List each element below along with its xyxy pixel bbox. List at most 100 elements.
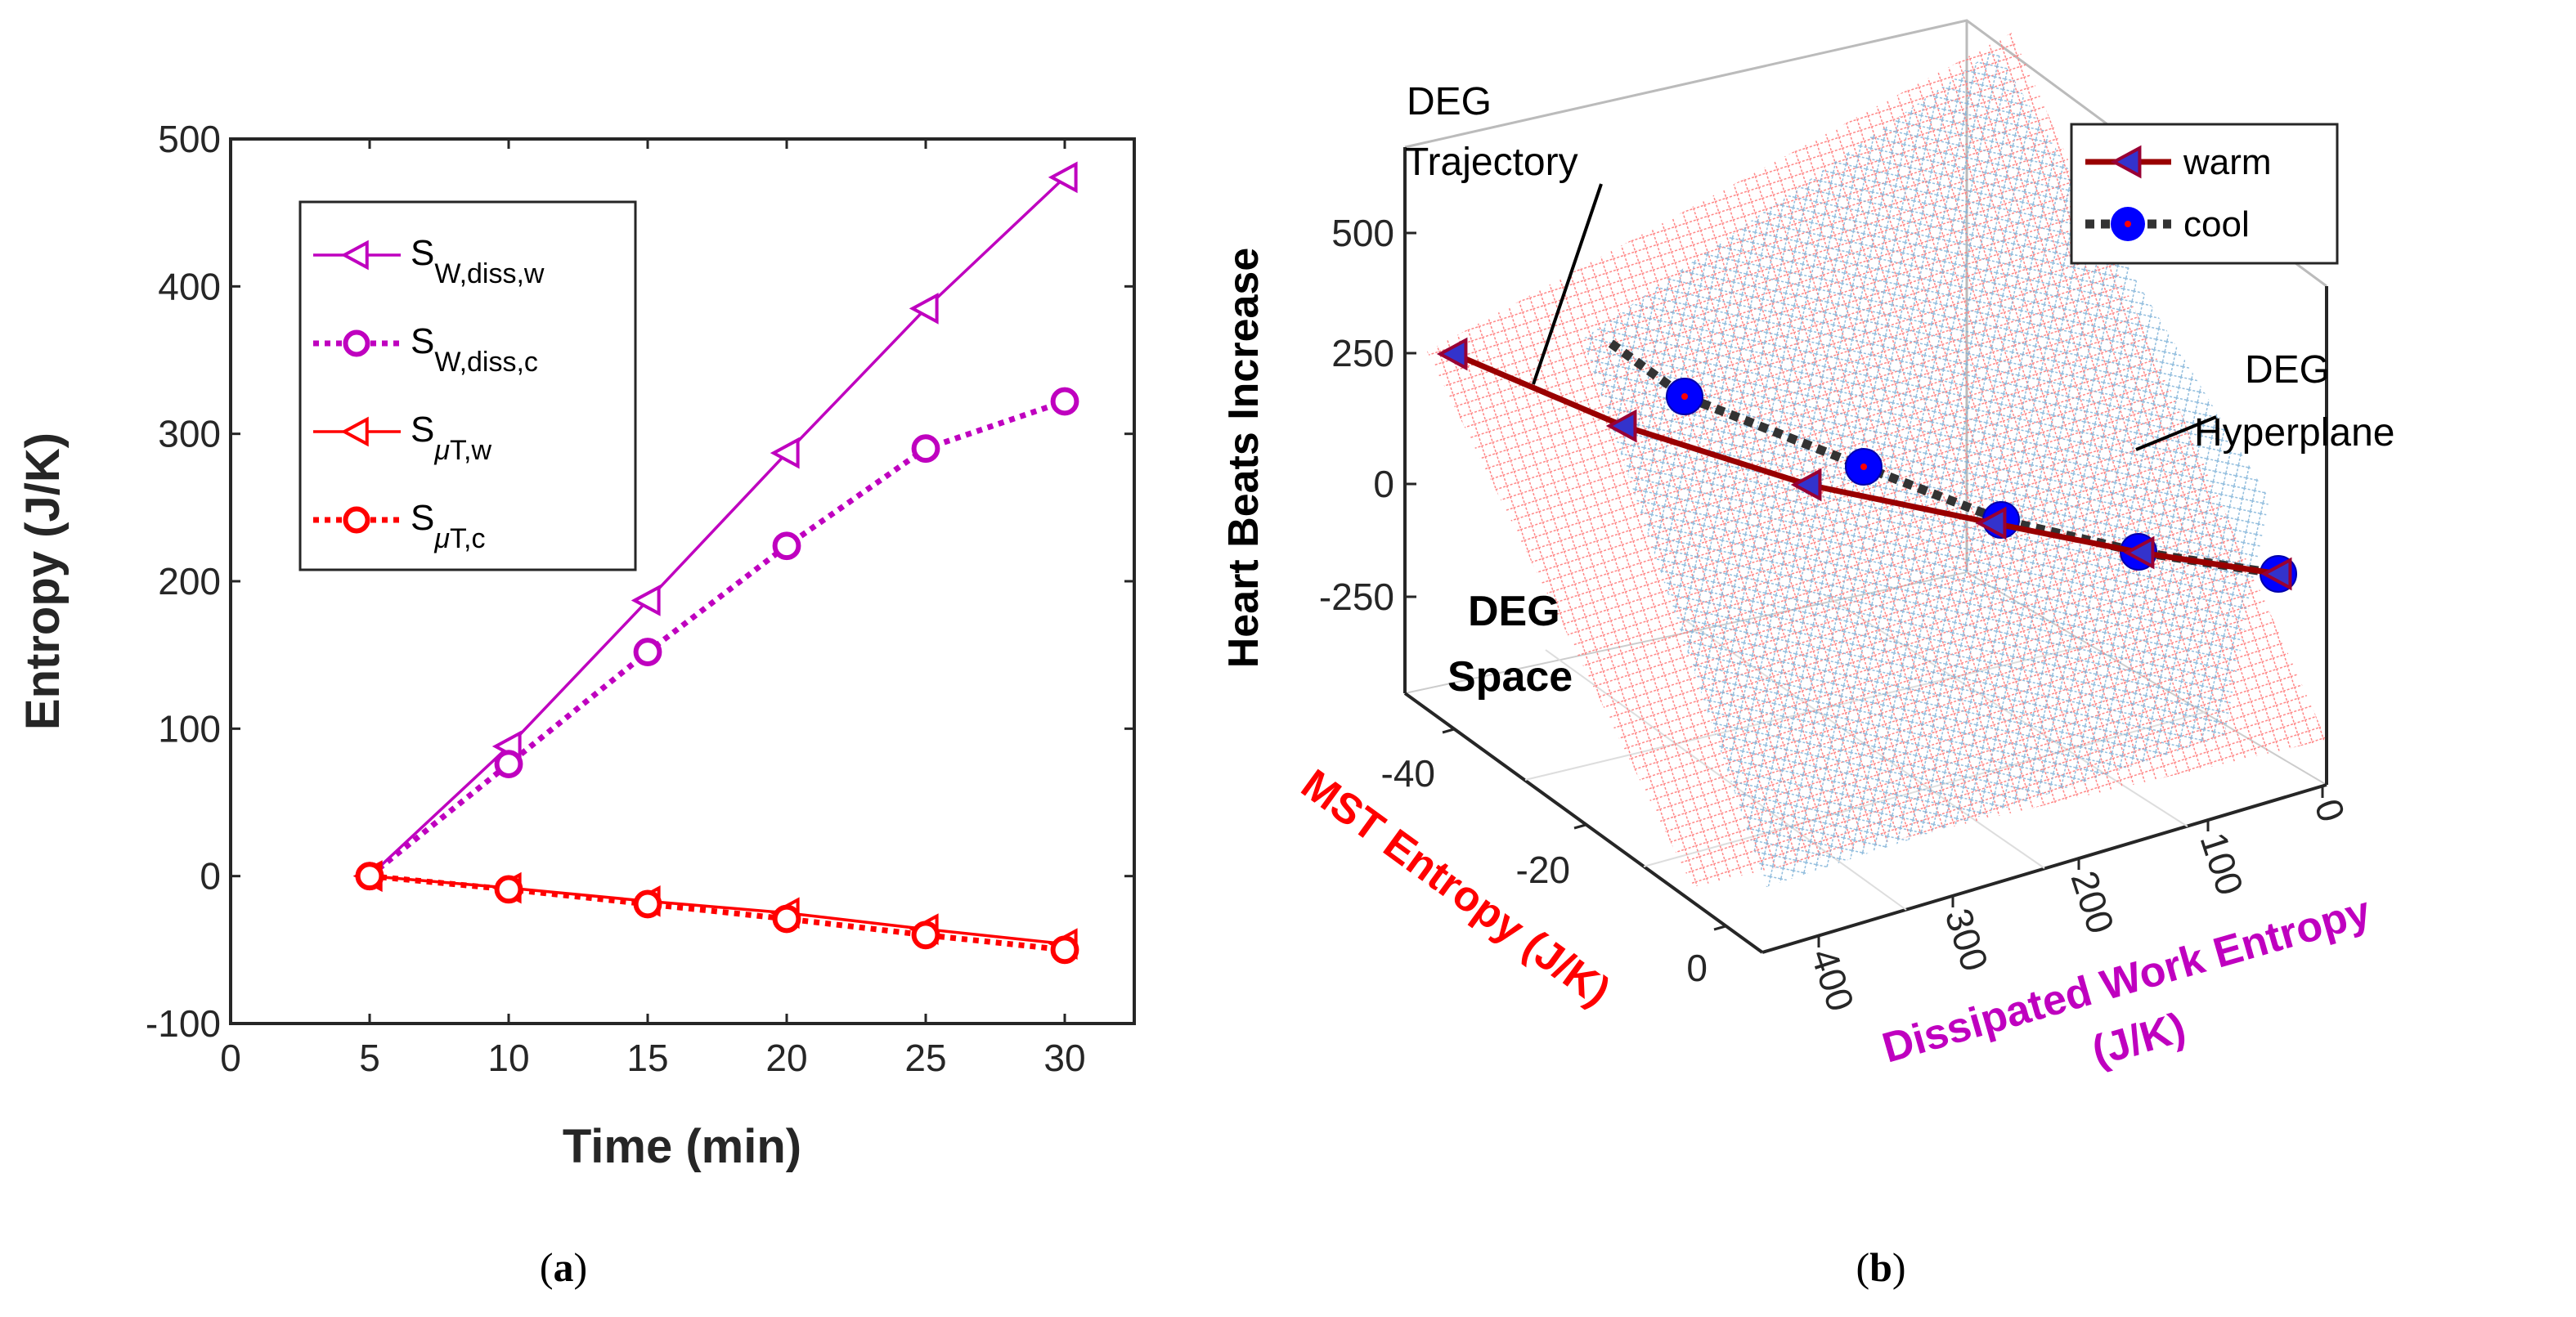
panel-b-annotations: DEG Trajectory DEG Hyperplane DEG Space xyxy=(1405,80,2394,701)
panel-a-xtick-label: 5 xyxy=(359,1037,380,1079)
panel-b-ztick-label: 250 xyxy=(1331,332,1394,374)
data-point-warm xyxy=(1975,506,2007,540)
legend-entry-smu_c: SμT,c xyxy=(313,498,485,554)
legend-label-sw_w: SW,diss,w xyxy=(411,233,545,289)
panel-a-xtick-label: 30 xyxy=(1043,1037,1085,1079)
panel-b-zlabel: Heart Beats Increase xyxy=(1220,248,1268,669)
panel-b-xtick-label: 0 xyxy=(1686,947,1708,989)
data-point-sw_c xyxy=(494,750,523,779)
panel-a-xtick-label: 25 xyxy=(904,1037,946,1079)
annotation-space-line2: Space xyxy=(1447,653,1573,701)
legend-marker-sw_c xyxy=(343,329,370,357)
panel-b-series xyxy=(1436,337,2297,593)
panel-a-ylabel: Entropy (J/K) xyxy=(16,432,70,730)
panel-a-xtick-label: 20 xyxy=(765,1037,807,1079)
panel-a-xlabel: Time (min) xyxy=(563,1120,801,1173)
panel-b-legend-box xyxy=(2070,123,2339,265)
legend-marker-smu_c xyxy=(343,506,370,534)
data-point-cool-center xyxy=(1681,393,1688,400)
legend-label-warm: warm xyxy=(2183,142,2272,182)
panel-b-3d-chart: -250 0 250 500 -40 -20 0 400 300 200 100 0 DEG Traj… xyxy=(1220,19,2394,1290)
panel-b-xtick-mark xyxy=(1713,925,1726,931)
data-point-sw_w xyxy=(1048,161,1078,194)
panel-a-ytick-label: 400 xyxy=(158,265,221,307)
data-point-warm xyxy=(1436,337,1468,371)
annotation-hyperplane-line2: Hyperplane xyxy=(2194,411,2394,455)
series-warm xyxy=(1436,337,2292,591)
data-point-warm xyxy=(2260,557,2292,591)
panel-a-ytick-label: -100 xyxy=(146,1002,221,1045)
panel-b-legend: warm cool xyxy=(2070,123,2339,265)
legend-entry-warm: warm xyxy=(2085,142,2272,182)
series-line-sw_w xyxy=(368,176,1066,877)
hyperplane-pointer xyxy=(2135,415,2217,451)
annotation-hyperplane-line1: DEG xyxy=(2245,348,2330,392)
trajectory-pointer xyxy=(1532,183,1603,385)
legend-label-sw_c: SW,diss,c xyxy=(411,321,538,378)
legend-marker-smu_w xyxy=(340,416,369,447)
data-point-sw_c xyxy=(772,531,801,561)
annotation-trajectory-line1: DEG xyxy=(1407,80,1492,123)
panel-b-ticks: -250 0 250 500 -40 -20 0 400 300 200 100 0 xyxy=(1319,212,2354,1016)
data-point-smu_c xyxy=(1050,935,1079,965)
series-smu_c xyxy=(355,862,1079,965)
legend-marker-sw_w xyxy=(340,240,369,271)
panel-a-ytick-label: 500 xyxy=(158,118,221,160)
legend-entry-smu_w: SμT,w xyxy=(313,410,491,466)
data-point-sw_c xyxy=(1050,387,1079,416)
panel-b-ytick-label: 400 xyxy=(1802,943,1862,1016)
box-y-axis xyxy=(1761,783,2327,954)
legend-entry-cool: cool xyxy=(2085,204,2250,244)
data-point-sw_w xyxy=(631,585,661,616)
series-line-smu_c xyxy=(369,873,1066,953)
legend-entry-sw_c: SW,diss,c xyxy=(313,321,538,378)
panel-a-caption: (a) xyxy=(540,1244,587,1290)
legend-marker-warm xyxy=(2110,145,2142,179)
legend-label-smu_c: SμT,c xyxy=(411,498,485,554)
data-point-sw_c xyxy=(633,638,662,666)
panel-b-xtick-mark xyxy=(1573,823,1586,830)
data-point-smu_c xyxy=(633,889,662,919)
panel-a-ytick-label: 100 xyxy=(158,707,221,750)
panel-b-xtick-label: -20 xyxy=(1516,849,1570,891)
panel-a-xtick-label: 15 xyxy=(626,1037,668,1079)
data-point-sw_w xyxy=(770,437,800,469)
data-point-warm xyxy=(2123,535,2155,570)
data-point-smu_c xyxy=(772,904,801,934)
panel-b-xtick-mark xyxy=(1442,728,1455,734)
panel-a-ytick-label: 0 xyxy=(200,855,221,898)
panel-b-xtick-label: -40 xyxy=(1381,752,1435,795)
panel-a-ytick-label: 200 xyxy=(158,560,221,603)
data-point-smu_c xyxy=(355,862,384,891)
panel-b-ztick-label: 500 xyxy=(1331,212,1394,254)
panel-a-xtick-label: 10 xyxy=(487,1037,529,1079)
panel-b-ztick-label: 0 xyxy=(1373,463,1394,505)
panel-a-series xyxy=(352,161,1079,965)
data-point-smu_c xyxy=(494,875,523,904)
data-point-sw_c xyxy=(911,434,940,464)
series-line-warm xyxy=(1452,351,2279,577)
data-point-sw_w xyxy=(909,293,939,325)
annotation-space-line1: DEG xyxy=(1468,588,1560,635)
panel-a-xtick-label: 0 xyxy=(220,1037,241,1079)
panel-a-ytick-label: 300 xyxy=(158,413,221,455)
legend-entry-sw_w: SW,diss,w xyxy=(313,233,545,289)
panel-b-ytick-label: 300 xyxy=(1936,903,1996,976)
data-point-warm xyxy=(1605,409,1637,443)
panel-b-ytick-label: 200 xyxy=(2062,866,2122,938)
box-x-axis xyxy=(1403,692,1764,954)
legend-marker-center-cool xyxy=(2125,221,2131,227)
series-line-sw_c xyxy=(367,398,1066,879)
panel-b-ytick-label: 100 xyxy=(2192,827,2251,900)
legend-label-smu_w: SμT,w xyxy=(411,410,491,466)
panel-b-ylabel-line2: (J/K) xyxy=(2087,1004,2191,1076)
panel-b-caption: (b) xyxy=(1856,1244,1905,1290)
panel-b-ztick-label: -250 xyxy=(1319,576,1394,618)
data-point-cool-center xyxy=(1860,464,1867,470)
data-point-smu_c xyxy=(911,921,940,950)
legend-label-cool: cool xyxy=(2183,204,2250,244)
panel-a-legend: SW,diss,w SW,diss,c SμT,w SμT,c xyxy=(298,200,637,571)
data-point-warm xyxy=(1790,468,1822,502)
